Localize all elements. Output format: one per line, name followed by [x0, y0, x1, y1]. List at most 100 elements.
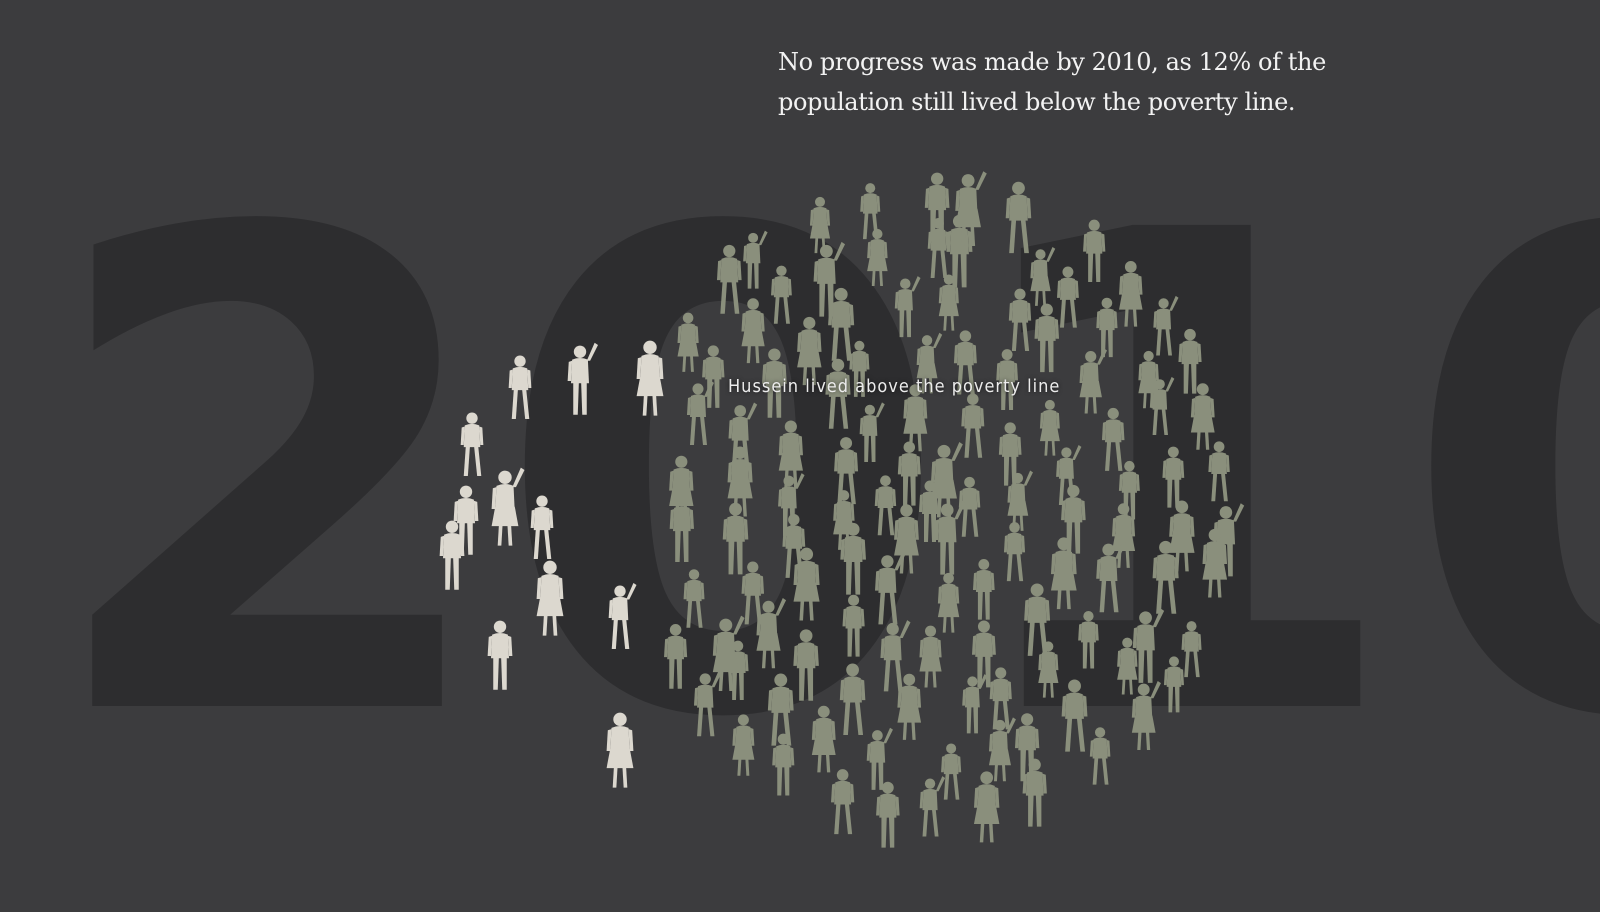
below-poverty-figure [741, 298, 765, 364]
below-poverty-figure [839, 663, 866, 735]
below-poverty-figure [955, 171, 987, 246]
below-poverty-figure [741, 561, 765, 625]
below-poverty-figure [1169, 500, 1195, 572]
below-poverty-figure [894, 276, 921, 338]
above-poverty-figure [453, 485, 479, 555]
below-poverty-figure [1202, 528, 1228, 598]
below-poverty-figure [1079, 348, 1108, 414]
below-poverty-figure [938, 274, 959, 331]
below-poverty-figure [778, 420, 803, 489]
below-poverty-figure [941, 743, 962, 800]
below-poverty-figure [1149, 376, 1175, 435]
below-poverty-figure [1039, 399, 1060, 456]
below-poverty-figure [874, 475, 897, 536]
below-poverty-figure [693, 670, 722, 737]
below-poverty-figure [897, 441, 921, 506]
below-poverty-figure [1089, 727, 1111, 785]
below-poverty-figure [1153, 295, 1179, 356]
below-poverty-figure [1101, 407, 1125, 471]
below-poverty-figure [937, 572, 960, 633]
below-poverty-figure [860, 183, 881, 240]
above-poverty-figure [508, 355, 532, 419]
below-poverty-figure [1008, 288, 1032, 352]
below-poverty-figure [834, 437, 859, 505]
above-poverty-figure [567, 342, 598, 415]
below-poverty-figure [919, 625, 942, 688]
below-poverty-figure [1190, 383, 1215, 450]
above-poverty-figure [608, 582, 637, 649]
below-poverty-figure [767, 673, 794, 746]
below-poverty-figure [1181, 621, 1202, 678]
narrative-line-1: No progress was made by 2010, as 12% of … [778, 48, 1326, 76]
below-poverty-figure [1014, 713, 1040, 782]
above-poverty-figure [460, 412, 484, 476]
below-poverty-figure [916, 332, 943, 394]
below-poverty-figure [859, 402, 885, 463]
below-poverty-figure [732, 714, 755, 776]
below-poverty-figure [866, 727, 893, 790]
below-poverty-figure [793, 629, 819, 701]
below-poverty-figure [683, 569, 705, 628]
below-poverty-figure [762, 348, 787, 418]
below-poverty-figure [778, 473, 805, 536]
below-poverty-figure [1096, 297, 1118, 358]
below-poverty-figure [809, 196, 831, 254]
below-poverty-figure [1083, 219, 1106, 283]
below-poverty-figure [1050, 537, 1077, 610]
below-poverty-figure [669, 455, 694, 524]
above-poverty-figure [606, 712, 634, 788]
below-poverty-figure [1022, 758, 1047, 827]
below-poverty-figure [897, 673, 922, 740]
below-poverty-figure [876, 781, 900, 848]
below-poverty-figure [1057, 266, 1079, 328]
below-poverty-figure [1061, 679, 1088, 752]
below-poverty-figure [903, 384, 928, 452]
below-poverty-figure [1111, 503, 1136, 568]
below-poverty-figure [743, 230, 768, 289]
below-poverty-figure [728, 402, 758, 471]
narrative-line-2: population still lived below the poverty… [778, 88, 1296, 116]
above-poverty-figure [439, 520, 465, 590]
below-poverty-figure [1162, 446, 1185, 508]
below-poverty-figure [813, 241, 846, 317]
below-poverty-figure [716, 244, 742, 314]
below-poverty-figure [771, 265, 792, 324]
below-poverty-figure [677, 312, 699, 372]
below-poverty-figure [1152, 540, 1179, 614]
above-poverty-figure [487, 620, 513, 690]
below-poverty-figure [924, 172, 950, 242]
below-poverty-figure [880, 620, 911, 692]
below-poverty-figure [1007, 470, 1033, 531]
below-poverty-figure [1038, 641, 1059, 698]
below-poverty-figure [1034, 303, 1060, 373]
below-poverty-figure [1078, 610, 1099, 669]
below-poverty-figure [996, 349, 1019, 411]
above-poverty-figure [530, 495, 554, 559]
below-poverty-figure [989, 667, 1012, 730]
above-poverty-figure [536, 560, 564, 636]
below-poverty-figure [962, 674, 988, 734]
below-poverty-figure [973, 771, 1000, 843]
below-poverty-figure [1003, 522, 1026, 582]
below-poverty-figure [894, 504, 919, 574]
below-poverty-figure [1056, 444, 1082, 505]
above-poverty-figure [636, 340, 664, 416]
below-poverty-figure [702, 345, 725, 408]
below-poverty-figure [1132, 608, 1165, 683]
below-poverty-figure [828, 287, 855, 361]
below-poverty-figure [988, 717, 1016, 782]
below-poverty-figure [953, 330, 977, 395]
below-poverty-figure [998, 422, 1022, 486]
above-poverty-figure [491, 467, 525, 546]
below-poverty-figure [712, 615, 745, 692]
below-poverty-figure [958, 476, 981, 537]
below-poverty-figure [772, 733, 795, 796]
below-poverty-figure [1163, 656, 1184, 713]
below-poverty-figure [875, 552, 906, 625]
below-poverty-figure [919, 478, 946, 542]
below-poverty-figure [972, 559, 995, 620]
below-poverty-figure [1208, 441, 1230, 502]
below-poverty-figure [793, 547, 820, 621]
